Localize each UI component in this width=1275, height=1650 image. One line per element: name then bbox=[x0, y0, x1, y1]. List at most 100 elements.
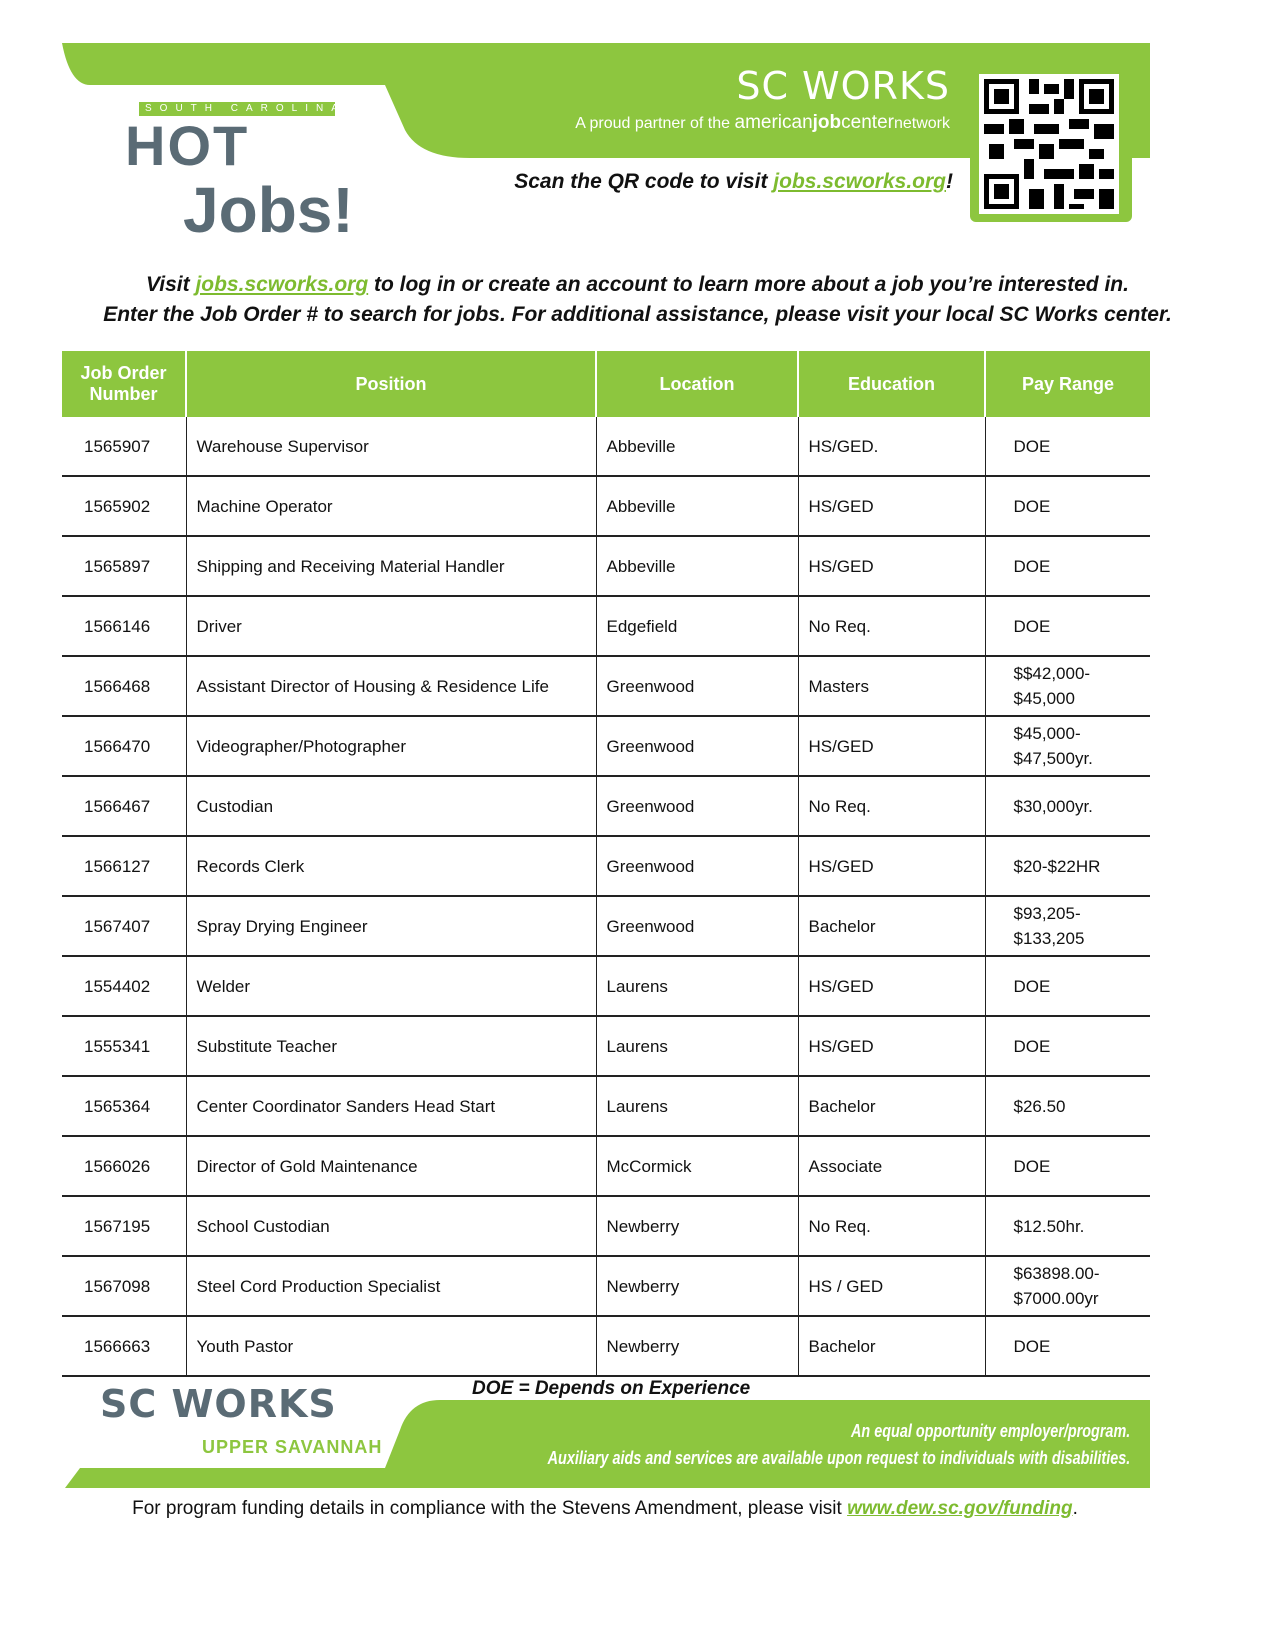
footer-sc-works-logo: SC WORKS bbox=[100, 1382, 337, 1426]
cell-location: Laurens bbox=[595, 1016, 798, 1077]
table-row: 1566026 Director of Gold Maintenance McCor… bbox=[62, 1136, 1150, 1197]
table-row: 1566470 Videographer/Photographer Greenwoo… bbox=[62, 716, 1150, 777]
table-row: 1566663 Youth Pastor Newberry Bachelor DOE bbox=[62, 1316, 1150, 1377]
logo-jobs: Jobs! bbox=[183, 174, 354, 246]
scan-qr-text: Scan the QR code to visit jobs.scworks.o… bbox=[514, 170, 953, 194]
table-row: 1554402 Welder Laurens HS/GED DOE bbox=[62, 956, 1150, 1017]
cell-education: HS/GED bbox=[797, 536, 985, 597]
cell-position: Custodian bbox=[185, 776, 596, 837]
cell-education: No Req. bbox=[797, 1196, 985, 1257]
cell-position: Steel Cord Production Specialist bbox=[185, 1256, 596, 1317]
intro-link[interactable]: jobs.scworks.org bbox=[195, 273, 369, 296]
qr-code-icon[interactable] bbox=[979, 74, 1119, 214]
cell-pay-range: $45,000- $47,500yr. bbox=[984, 716, 1150, 777]
cell-position: Videographer/Photographer bbox=[185, 716, 596, 777]
table-row: 1565897 Shipping and Receiving Material H… bbox=[62, 536, 1150, 597]
cell-job-order-number: 1567407 bbox=[62, 896, 186, 957]
table-row: 1567407 Spray Drying Engineer Greenwood Bac… bbox=[62, 896, 1150, 957]
funding-prefix: For program funding details in complianc… bbox=[132, 1498, 848, 1519]
intro-prefix: Visit bbox=[146, 273, 196, 296]
eeo-statement: An equal opportunity employer/program. A… bbox=[547, 1418, 1130, 1472]
cell-education: HS/GED. bbox=[797, 417, 985, 477]
cell-pay-range: $26.50 bbox=[984, 1076, 1150, 1137]
footer-region: UPPER SAVANNAH bbox=[202, 1437, 383, 1457]
table-row: 1566468 Assistant Director of Housing & R… bbox=[62, 656, 1150, 717]
cell-job-order-number: 1567098 bbox=[62, 1256, 186, 1317]
cell-education: HS/GED bbox=[797, 476, 985, 537]
intro-text: Visit jobs.scworks.org to log in or crea… bbox=[0, 270, 1275, 330]
cell-pay-range: DOE bbox=[984, 596, 1150, 657]
cell-education: No Req. bbox=[797, 596, 985, 657]
cell-pay-range: DOE bbox=[984, 1316, 1150, 1377]
tagline-suffix: network bbox=[893, 115, 950, 132]
intro-suffix: to log in or create an account to learn … bbox=[368, 273, 1129, 296]
cell-location: Greenwood bbox=[595, 656, 798, 717]
cell-pay-range: DOE bbox=[984, 1136, 1150, 1197]
cell-pay-range: DOE bbox=[984, 536, 1150, 597]
tagline-prefix: A proud partner of the bbox=[575, 115, 731, 132]
cell-position: Records Clerk bbox=[185, 836, 596, 897]
cell-job-order-number: 1566468 bbox=[62, 656, 186, 717]
logo-hot: HOT bbox=[125, 114, 250, 177]
cell-pay-range: DOE bbox=[984, 417, 1150, 477]
eeo-line-2: Auxiliary aids and services are availabl… bbox=[547, 1448, 1130, 1468]
qr-code-frame bbox=[970, 68, 1132, 222]
cell-pay-range: $93,205- $133,205 bbox=[984, 896, 1150, 957]
header-job-order-number: Job Order Number bbox=[62, 351, 186, 417]
ajc-job: job bbox=[812, 112, 842, 133]
funding-link[interactable]: www.dew.sc.gov/funding bbox=[847, 1498, 1073, 1519]
cell-pay-range: DOE bbox=[984, 1016, 1150, 1077]
cell-education: Masters bbox=[797, 656, 985, 717]
cell-position: Warehouse Supervisor bbox=[185, 417, 596, 477]
table-row: 1566127 Records Clerk Greenwood HS/GED $20-$… bbox=[62, 836, 1150, 897]
cell-pay-range: $30,000yr. bbox=[984, 776, 1150, 837]
cell-education: Bachelor bbox=[797, 1316, 985, 1377]
cell-education: HS/GED bbox=[797, 956, 985, 1017]
cell-job-order-number: 1566146 bbox=[62, 596, 186, 657]
table-row: 1565907 Warehouse Supervisor Abbeville HS/G… bbox=[62, 417, 1150, 477]
cell-education: HS/GED bbox=[797, 716, 985, 777]
cell-job-order-number: 1567195 bbox=[62, 1196, 186, 1257]
cell-job-order-number: 1566127 bbox=[62, 836, 186, 897]
cell-position: Substitute Teacher bbox=[185, 1016, 596, 1077]
table-row: 1567098 Steel Cord Production Specialist N… bbox=[62, 1256, 1150, 1317]
cell-location: Newberry bbox=[595, 1196, 798, 1257]
table-row: 1566467 Custodian Greenwood No Req. $30,000y… bbox=[62, 776, 1150, 837]
header-location: Location bbox=[595, 351, 798, 417]
cell-position: Center Coordinator Sanders Head Start bbox=[185, 1076, 596, 1137]
funding-note: For program funding details in complianc… bbox=[0, 1498, 1210, 1520]
header-education: Education bbox=[797, 351, 985, 417]
cell-pay-range: $20-$22HR bbox=[984, 836, 1150, 897]
scan-prefix: Scan the QR code to visit bbox=[514, 170, 774, 193]
cell-position: Driver bbox=[185, 596, 596, 657]
cell-location: Newberry bbox=[595, 1256, 798, 1317]
cell-position: Shipping and Receiving Material Handler bbox=[185, 536, 596, 597]
cell-position: Director of Gold Maintenance bbox=[185, 1136, 596, 1197]
cell-location: Greenwood bbox=[595, 716, 798, 777]
ajc-center: center bbox=[841, 112, 894, 133]
cell-location: McCormick bbox=[595, 1136, 798, 1197]
cell-position: Youth Pastor bbox=[185, 1316, 596, 1377]
cell-job-order-number: 1554402 bbox=[62, 956, 186, 1017]
cell-education: HS/GED bbox=[797, 1016, 985, 1077]
table-header-row: Job Order Number Position Location Educatio… bbox=[62, 351, 1150, 417]
cell-location: Greenwood bbox=[595, 776, 798, 837]
doe-note: DOE = Depends on Experience bbox=[472, 1378, 751, 1399]
cell-job-order-number: 1565902 bbox=[62, 476, 186, 537]
cell-education: Associate bbox=[797, 1136, 985, 1197]
cell-job-order-number: 1566470 bbox=[62, 716, 186, 777]
cell-position: Assistant Director of Housing & Residenc… bbox=[185, 656, 596, 717]
scan-link[interactable]: jobs.scworks.org bbox=[773, 170, 946, 193]
cell-education: Bachelor bbox=[797, 1076, 985, 1137]
cell-location: Newberry bbox=[595, 1316, 798, 1377]
cell-education: No Req. bbox=[797, 776, 985, 837]
cell-pay-range: DOE bbox=[984, 476, 1150, 537]
cell-pay-range: DOE bbox=[984, 956, 1150, 1017]
cell-location: Abbeville bbox=[595, 476, 798, 537]
ajc-tagline: A proud partner of the americanjobcenter… bbox=[575, 112, 950, 134]
cell-pay-range: $$42,000- $45,000 bbox=[984, 656, 1150, 717]
jobs-table: Job Order Number Position Location Educatio… bbox=[62, 351, 1150, 1377]
cell-location: Laurens bbox=[595, 956, 798, 1017]
header-position: Position bbox=[185, 351, 596, 417]
